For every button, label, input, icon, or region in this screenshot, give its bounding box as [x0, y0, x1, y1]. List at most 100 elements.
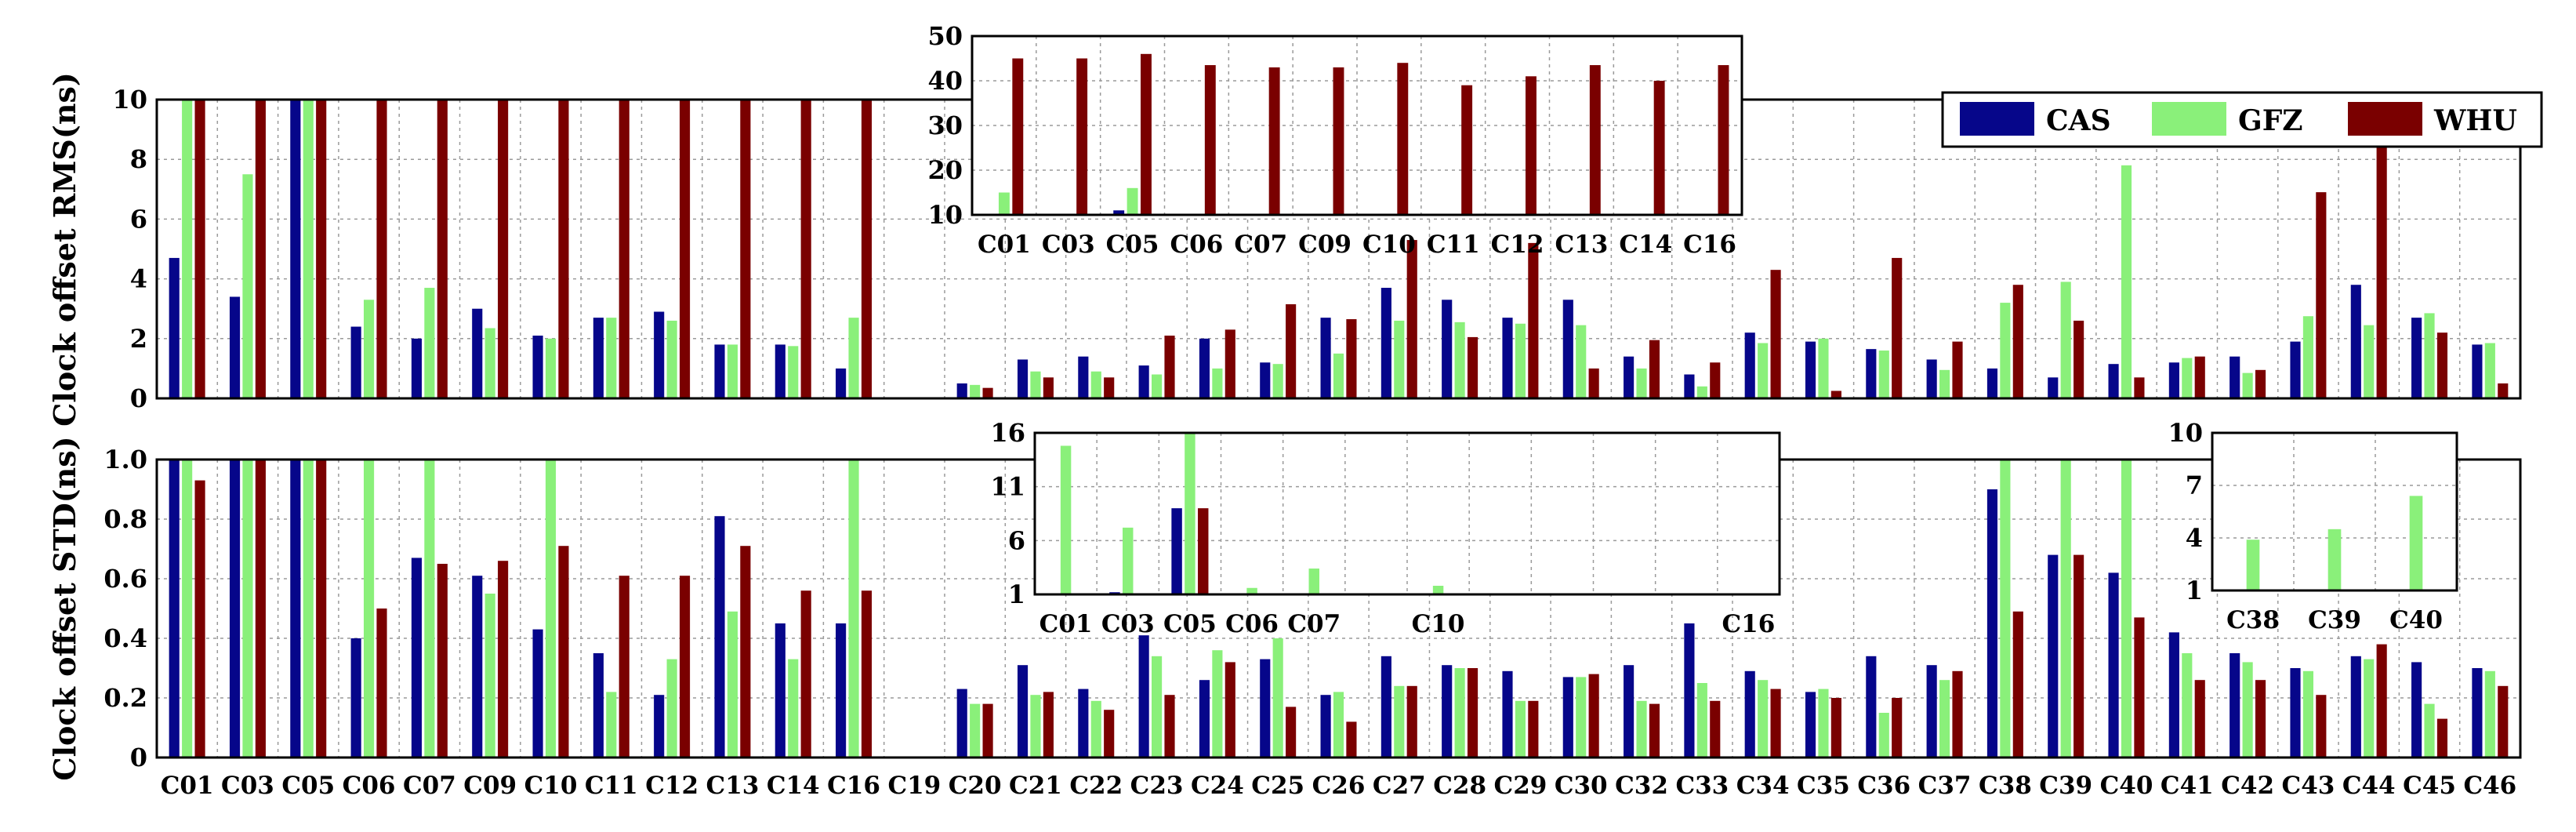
- std-bar-whu: [1406, 685, 1417, 758]
- rms-bar-cas: [2472, 344, 2483, 398]
- rms-bar-gfz: [2484, 343, 2495, 398]
- std-bar-cas: [2048, 554, 2059, 758]
- rms-bar-whu: [1164, 335, 1175, 398]
- std-bar-cas: [1926, 665, 1937, 758]
- std-bar-gfz: [606, 692, 617, 758]
- std-inset-bar-gfz: [1246, 587, 1257, 594]
- rms-bar-gfz: [424, 288, 435, 398]
- std-bar-gfz: [484, 594, 495, 758]
- std-bar-whu: [2073, 554, 2084, 758]
- std-bar-gfz: [1636, 700, 1647, 758]
- std-inset-xtick-c16: C16: [1722, 610, 1776, 638]
- rms-inset-xtick-c06: C06: [1170, 231, 1224, 259]
- rms-bar-gfz: [242, 174, 253, 398]
- rms-bar-whu: [1528, 242, 1539, 398]
- rms-bar-whu: [619, 100, 629, 398]
- rms-bar-cas: [1624, 356, 1634, 398]
- std-xtick-c27: C27: [1373, 772, 1426, 800]
- std-bar-gfz: [1212, 650, 1223, 758]
- std-bar-cas: [1986, 489, 1998, 758]
- rms-inset-xtick-c14: C14: [1619, 231, 1672, 259]
- rms-bar-cas: [1805, 341, 1816, 398]
- std-xtick-c25: C25: [1251, 772, 1304, 800]
- rms-bar-whu: [2436, 332, 2448, 398]
- rms-bar-gfz: [2364, 325, 2375, 398]
- rms-bar-cas: [350, 326, 361, 398]
- std-bar-whu: [437, 564, 448, 758]
- std-bar-gfz: [1394, 685, 1405, 758]
- rms-bar-gfz: [1818, 338, 1829, 398]
- std-inset2-ytick: 10: [2168, 418, 2203, 448]
- rms-inset-ytick: 20: [927, 155, 963, 185]
- std-bar-cas: [229, 460, 241, 758]
- rms-inset-xtick-c03: C03: [1042, 231, 1095, 259]
- rms-inset-bar-whu: [1268, 67, 1280, 216]
- std-bar-cas: [1502, 670, 1513, 758]
- std-inset2-bar-gfz: [2327, 529, 2342, 590]
- rms-inset-bar-whu: [1397, 63, 1409, 215]
- rms-bar-cas: [290, 100, 301, 398]
- rms-bar-whu: [1406, 240, 1417, 398]
- std-xtick-c21: C21: [1009, 772, 1062, 800]
- std-xtick-c03: C03: [221, 772, 274, 800]
- std-ytick: 0.6: [103, 564, 147, 594]
- std-bar-cas: [2350, 656, 2361, 758]
- rms-inset-ytick: 10: [927, 200, 963, 230]
- rms-bar-whu: [194, 100, 205, 398]
- std-bar-whu: [861, 590, 873, 758]
- rms-bar-whu: [982, 387, 993, 398]
- legend-label-whu: WHU: [2433, 104, 2517, 137]
- rms-bar-gfz: [727, 344, 738, 398]
- std-bar-gfz: [727, 611, 738, 758]
- std-bar-cas: [1866, 656, 1877, 758]
- rms-bar-whu: [800, 100, 811, 398]
- rms-bar-gfz: [1333, 353, 1344, 398]
- std-bar-whu: [679, 576, 691, 758]
- std-bar-gfz: [2182, 653, 2193, 758]
- std-ytick: 0.8: [103, 504, 147, 534]
- rms-bar-gfz: [1212, 368, 1223, 398]
- rms-bar-whu: [1952, 341, 1963, 398]
- rms-bar-gfz: [2121, 165, 2132, 398]
- std-xtick-c28: C28: [1433, 772, 1486, 800]
- rms-bar-cas: [1926, 359, 1937, 398]
- rms-bar-cas: [169, 257, 180, 398]
- std-bar-cas: [2472, 668, 2483, 758]
- rms-bar-whu: [1286, 303, 1297, 398]
- rms-bar-gfz: [606, 318, 617, 398]
- std-bar-gfz: [1696, 683, 1707, 758]
- legend-swatch-gfz: [2152, 102, 2226, 136]
- std-bar-whu: [740, 546, 751, 758]
- std-bar-cas: [775, 623, 785, 758]
- std-bar-gfz: [1515, 700, 1526, 758]
- std-bar-gfz: [2121, 460, 2132, 758]
- std-bar-whu: [1225, 662, 1235, 758]
- std-inset-ytick: 1: [1008, 579, 1025, 609]
- rms-bar-cas: [1502, 318, 1513, 398]
- std-bar-gfz: [2484, 670, 2495, 758]
- rms-bar-whu: [2376, 108, 2387, 398]
- std-bar-cas: [1442, 665, 1453, 758]
- std-xtick-c29: C29: [1494, 772, 1547, 800]
- rms-bar-cas: [1866, 349, 1877, 398]
- std-xtick-c13: C13: [706, 772, 760, 800]
- rms-bar-cas: [2290, 341, 2301, 398]
- rms-bar-whu: [2498, 383, 2509, 398]
- rms-bar-whu: [1770, 270, 1781, 398]
- std-inset2-xtick-c39: C39: [2308, 606, 2361, 634]
- std-bar-gfz: [1090, 700, 1101, 758]
- rms-bar-whu: [2194, 356, 2205, 398]
- std-xtick-c39: C39: [2039, 772, 2092, 800]
- rms-bar-cas: [836, 368, 847, 398]
- rms-bar-gfz: [1152, 374, 1163, 398]
- rms-bar-cas: [2108, 364, 2119, 398]
- rms-inset-bar-whu: [1076, 58, 1088, 215]
- std-bar-cas: [350, 638, 361, 758]
- std-bar-whu: [376, 609, 387, 758]
- rms-bar-whu: [1649, 340, 1660, 398]
- rms-bar-cas: [1199, 338, 1210, 398]
- std-bar-gfz: [666, 659, 677, 758]
